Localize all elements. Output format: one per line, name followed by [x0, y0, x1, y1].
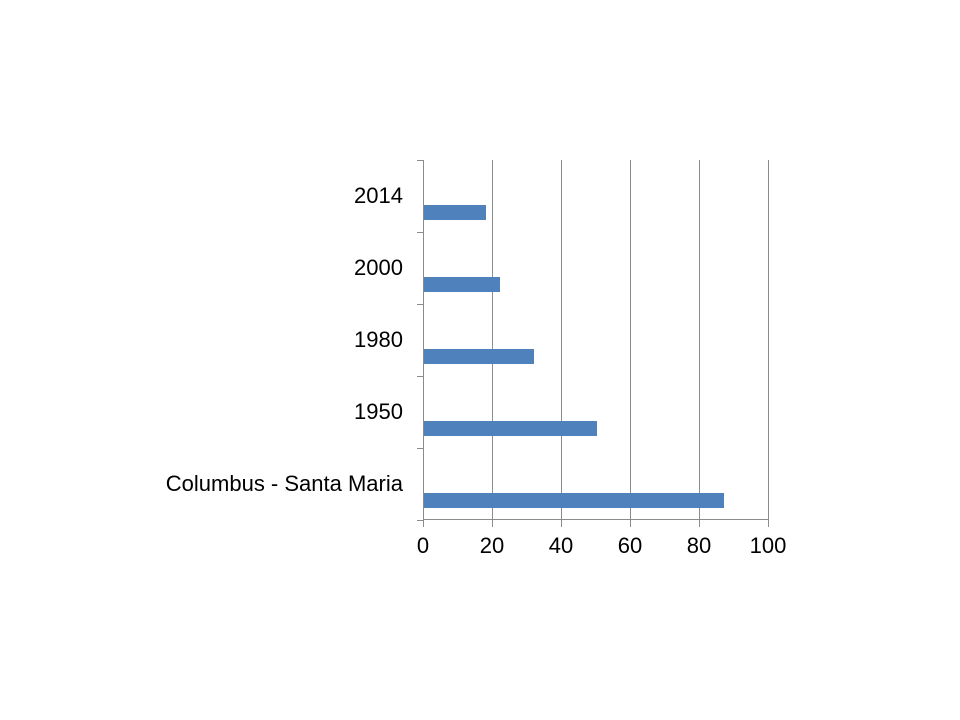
- value-axis-label: 0: [416, 533, 430, 558]
- category-label: 1950: [354, 399, 403, 424]
- y-axis-tick: [417, 304, 423, 305]
- y-axis-line: [423, 160, 424, 520]
- x-axis-tick: [768, 520, 769, 527]
- gridline: [699, 160, 700, 520]
- gridline: [768, 160, 769, 520]
- y-axis-tick: [417, 376, 423, 377]
- gridline: [630, 160, 631, 520]
- value-axis-label: 80: [686, 533, 712, 558]
- bar: [424, 420, 597, 436]
- x-axis-tick: [492, 520, 493, 527]
- category-label: 2014: [354, 183, 403, 208]
- x-axis-line: [423, 519, 768, 520]
- value-axis-labels: 0 20 40 60 80 100: [417, 533, 786, 563]
- category-label: 2000: [354, 255, 403, 280]
- value-axis-label: 60: [617, 533, 643, 558]
- x-axis-tick: [561, 520, 562, 527]
- value-axis-label: 20: [479, 533, 505, 558]
- x-axis-tick: [699, 520, 700, 527]
- y-axis-tick: [417, 160, 423, 161]
- y-axis-tick: [417, 448, 423, 449]
- gridline: [561, 160, 562, 520]
- category-label: Columbus - Santa Maria: [165, 471, 403, 496]
- category-axis-labels: 2014 2000 1980 1950 Columbus - Santa Maria: [0, 160, 403, 520]
- bar: [424, 348, 535, 364]
- plot-area: [417, 160, 769, 527]
- y-axis-tick: [417, 232, 423, 233]
- gridline: [492, 160, 493, 520]
- bar: [424, 276, 500, 292]
- x-axis-tick: [630, 520, 631, 527]
- value-axis-label: 100: [749, 533, 787, 558]
- category-label: 1980: [354, 327, 403, 352]
- value-axis-label: 40: [548, 533, 574, 558]
- bar: [424, 204, 487, 220]
- x-axis-tick: [423, 520, 424, 527]
- bar: [424, 492, 725, 508]
- y-axis-tick: [417, 520, 423, 521]
